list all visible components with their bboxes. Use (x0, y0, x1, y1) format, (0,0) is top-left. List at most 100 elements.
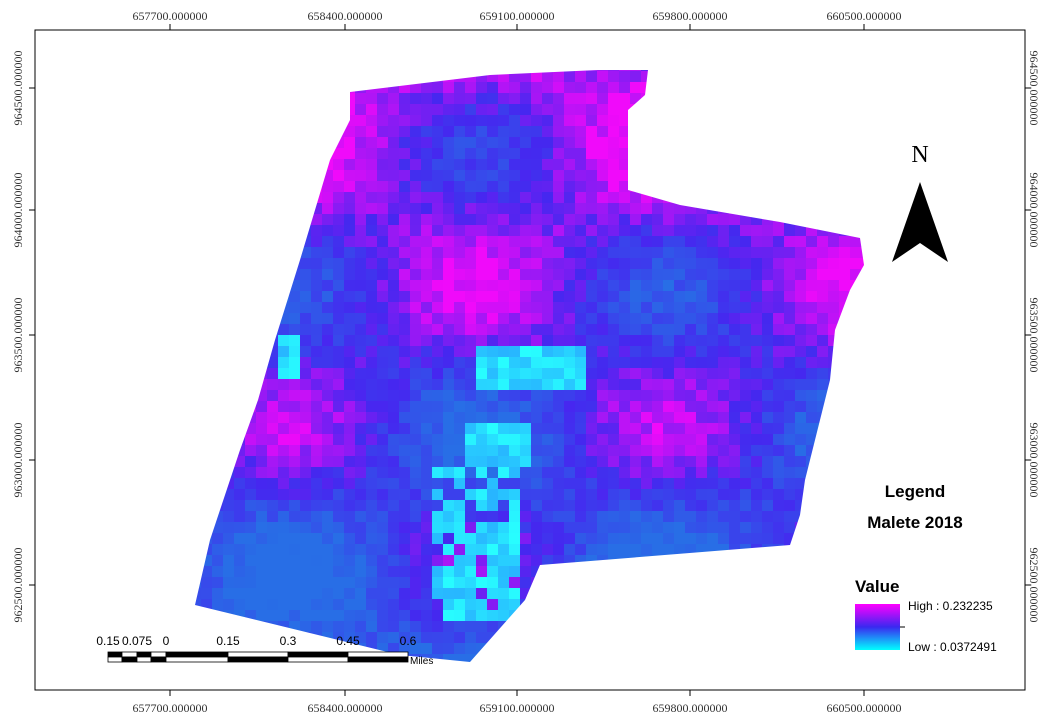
raster-cell (289, 423, 300, 434)
raster-cell (267, 159, 278, 170)
raster-cell (850, 93, 861, 104)
scale-segment (166, 657, 228, 662)
raster-cell (718, 599, 729, 610)
raster-cell (663, 412, 674, 423)
raster-cell (267, 335, 278, 346)
raster-cell (289, 665, 300, 676)
raster-cell (707, 324, 718, 335)
raster-cell (256, 346, 267, 357)
raster-cell (256, 555, 267, 566)
raster-cell (267, 544, 278, 555)
raster-cell (773, 665, 784, 676)
raster-cell (344, 236, 355, 247)
raster-cell (531, 258, 542, 269)
raster-cell (443, 203, 454, 214)
raster-cell (685, 82, 696, 93)
raster-cell (454, 137, 465, 148)
raster-cell (674, 368, 685, 379)
raster-cell (443, 247, 454, 258)
raster-cell (289, 522, 300, 533)
raster-cell (498, 511, 509, 522)
raster-cell (817, 401, 828, 412)
raster-cell (553, 643, 564, 654)
raster-cell (553, 148, 564, 159)
raster-cell (685, 335, 696, 346)
raster-cell (278, 610, 289, 621)
raster-cell (410, 478, 421, 489)
raster-cell (377, 379, 388, 390)
raster-cell (663, 225, 674, 236)
raster-cell (278, 577, 289, 588)
raster-cell (839, 60, 850, 71)
raster-cell (454, 269, 465, 280)
raster-cell (597, 93, 608, 104)
raster-cell (553, 588, 564, 599)
raster-cell (542, 280, 553, 291)
raster-cell (828, 104, 839, 115)
raster-cell (487, 588, 498, 599)
raster-cell (256, 368, 267, 379)
raster-cell (421, 346, 432, 357)
raster-cell (586, 489, 597, 500)
raster-cell (289, 379, 300, 390)
raster-cell (454, 511, 465, 522)
raster-cell (432, 104, 443, 115)
x-tick-label: 660500.000000 (827, 9, 902, 23)
raster-cell (553, 456, 564, 467)
raster-cell (707, 423, 718, 434)
raster-cell (399, 588, 410, 599)
raster-cell (234, 423, 245, 434)
raster-cell (278, 390, 289, 401)
raster-cell (707, 478, 718, 489)
raster-cell (773, 654, 784, 665)
raster-cell (245, 137, 256, 148)
raster-cell (674, 654, 685, 665)
raster-cell (806, 654, 817, 665)
raster-cell (564, 423, 575, 434)
raster-cell (322, 137, 333, 148)
raster-cell (234, 511, 245, 522)
raster-cell (190, 632, 201, 643)
raster-cell (553, 291, 564, 302)
raster-cell (751, 467, 762, 478)
raster-cell (322, 621, 333, 632)
raster-cell (828, 588, 839, 599)
raster-cell (641, 181, 652, 192)
raster-cell (751, 412, 762, 423)
raster-cell (278, 357, 289, 368)
raster-cell (201, 368, 212, 379)
raster-cell (322, 247, 333, 258)
raster-cell (212, 335, 223, 346)
raster-cell (674, 170, 685, 181)
raster-cell (267, 467, 278, 478)
raster-cell (300, 544, 311, 555)
raster-cell (190, 511, 201, 522)
raster-cell (553, 599, 564, 610)
raster-cell (630, 324, 641, 335)
raster-cell (696, 401, 707, 412)
raster-cell (597, 533, 608, 544)
raster-cell (421, 544, 432, 555)
raster-cell (421, 258, 432, 269)
raster-cell (399, 357, 410, 368)
raster-cell (245, 148, 256, 159)
raster-cell (289, 280, 300, 291)
raster-cell (696, 170, 707, 181)
raster-cell (311, 401, 322, 412)
raster-cell (443, 456, 454, 467)
raster-cell (509, 192, 520, 203)
raster-cell (487, 577, 498, 588)
raster-cell (652, 192, 663, 203)
raster-cell (795, 588, 806, 599)
raster-cell (443, 60, 454, 71)
raster-cell (586, 577, 597, 588)
raster-cell (619, 588, 630, 599)
raster-cell (344, 269, 355, 280)
raster-cell (289, 170, 300, 181)
raster-cell (575, 280, 586, 291)
raster-cell (685, 544, 696, 555)
raster-cell (630, 159, 641, 170)
raster-cell (707, 500, 718, 511)
raster-cell (674, 599, 685, 610)
raster-cell (630, 621, 641, 632)
